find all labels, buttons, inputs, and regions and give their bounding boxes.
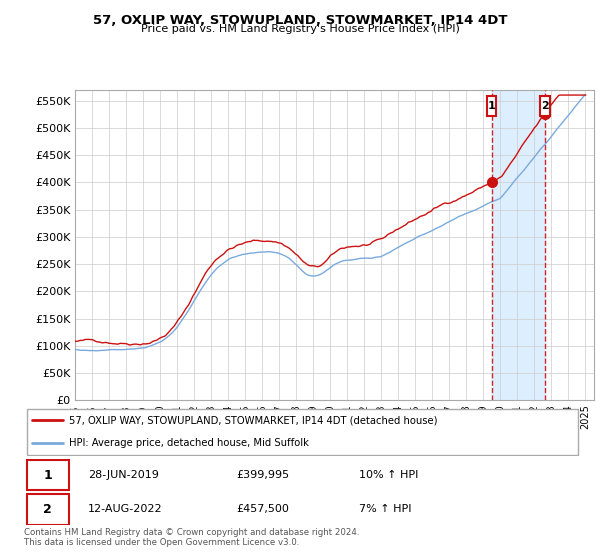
Bar (492, 90, 545, 400)
Text: 1: 1 (488, 101, 496, 111)
Text: 1: 1 (43, 469, 52, 482)
Text: 10% ↑ HPI: 10% ↑ HPI (359, 470, 418, 480)
Text: £457,500: £457,500 (236, 505, 289, 515)
FancyBboxPatch shape (27, 409, 578, 455)
FancyBboxPatch shape (27, 460, 68, 490)
Text: 12-AUG-2022: 12-AUG-2022 (88, 505, 163, 515)
Text: 57, OXLIP WAY, STOWUPLAND, STOWMARKET, IP14 4DT: 57, OXLIP WAY, STOWUPLAND, STOWMARKET, I… (93, 14, 507, 27)
Text: £399,995: £399,995 (236, 470, 289, 480)
Text: 2: 2 (541, 101, 549, 111)
Text: 28-JUN-2019: 28-JUN-2019 (88, 470, 159, 480)
Text: 57, OXLIP WAY, STOWUPLAND, STOWMARKET, IP14 4DT (detached house): 57, OXLIP WAY, STOWUPLAND, STOWMARKET, I… (68, 416, 437, 426)
FancyBboxPatch shape (27, 494, 68, 525)
Text: Price paid vs. HM Land Registry's House Price Index (HPI): Price paid vs. HM Land Registry's House … (140, 24, 460, 34)
Text: 2: 2 (43, 503, 52, 516)
FancyBboxPatch shape (541, 96, 550, 116)
FancyBboxPatch shape (487, 96, 496, 116)
Text: HPI: Average price, detached house, Mid Suffolk: HPI: Average price, detached house, Mid … (68, 438, 308, 448)
Text: 7% ↑ HPI: 7% ↑ HPI (359, 505, 412, 515)
Text: Contains HM Land Registry data © Crown copyright and database right 2024.
This d: Contains HM Land Registry data © Crown c… (24, 528, 359, 547)
